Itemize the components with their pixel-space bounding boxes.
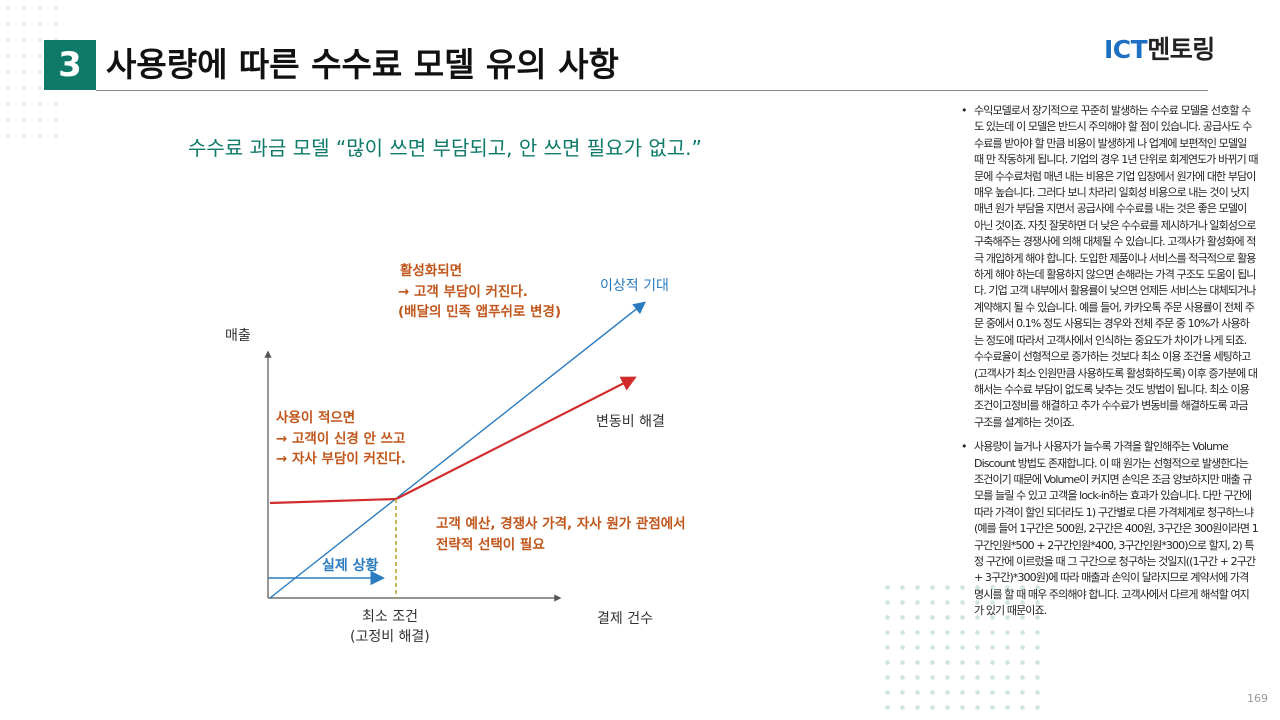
low-usage-callout-line-1: 사용이 적으면	[276, 409, 355, 426]
strategy-callout-line-1: 고객 예산, 경쟁사 가격, 자사 원가 관점에서	[436, 515, 686, 532]
strategy-callout-line-2: 전략적 선택이 필요	[436, 536, 545, 553]
note-item: 수익모델로서 장기적으로 꾸준히 발생하는 수수료 모델을 선호할 수도 있는데…	[958, 103, 1258, 431]
actual-situation-label: 실제 상황	[322, 557, 379, 574]
min-condition-label: 최소 조건	[362, 609, 418, 625]
y-axis-label: 매출	[225, 328, 251, 344]
active-callout-line-3: (배달의 민족 앱푸쉬로 변경)	[398, 303, 561, 320]
low-usage-callout-line-2: → 고객이 신경 안 쓰고	[276, 430, 405, 447]
variable-cost-label: 변동비 해결	[596, 414, 665, 430]
explanation-notes: 수익모델로서 장기적으로 꾸준히 발생하는 수수료 모델을 선호할 수도 있는데…	[958, 103, 1258, 628]
active-callout-line-2: → 고객 부담이 커진다.	[398, 283, 528, 300]
page-number: 169	[1247, 692, 1268, 705]
low-usage-callout-line-3: → 자사 부담이 커진다.	[276, 450, 406, 467]
fixed-cost-label: (고정비 해결)	[350, 629, 430, 645]
active-callout-line-1: 활성화되면	[400, 262, 462, 279]
x-axis-label: 결제 건수	[597, 611, 653, 627]
ideal-expectation-label: 이상적 기대	[600, 278, 669, 294]
note-item: 사용량이 늘거나 사용자가 늘수록 가격을 할인해주는 Volume Disco…	[958, 439, 1258, 619]
